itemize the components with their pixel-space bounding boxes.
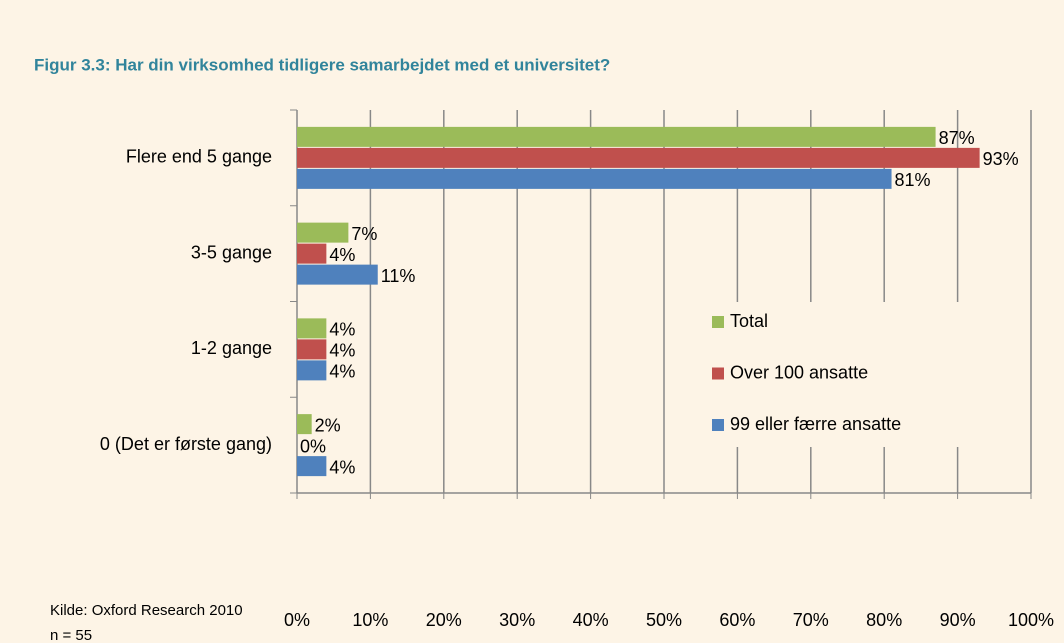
bar bbox=[297, 147, 980, 168]
value-label: 4% bbox=[329, 245, 355, 265]
bar bbox=[297, 339, 327, 360]
legend-label: Total bbox=[730, 311, 768, 331]
x-tick-label: 100% bbox=[1008, 610, 1054, 630]
bar bbox=[297, 360, 327, 381]
n-note: n = 55 bbox=[50, 627, 92, 643]
x-tick-label: 70% bbox=[793, 610, 829, 630]
y-tick-label: 3-5 gange bbox=[191, 242, 272, 262]
bar bbox=[297, 318, 327, 339]
x-tick-label: 30% bbox=[499, 610, 535, 630]
x-tick-label: 0% bbox=[284, 610, 310, 630]
y-tick-label: Flere end 5 gange bbox=[126, 147, 272, 167]
value-label: 87% bbox=[939, 128, 975, 148]
value-label: 4% bbox=[329, 362, 355, 382]
legend-swatch bbox=[712, 367, 724, 380]
bar bbox=[297, 243, 327, 264]
bar bbox=[297, 456, 327, 477]
value-label: 4% bbox=[329, 457, 355, 477]
bar bbox=[297, 168, 892, 189]
x-tick-label: 40% bbox=[573, 610, 609, 630]
x-tick-label: 50% bbox=[646, 610, 682, 630]
value-label: 93% bbox=[983, 149, 1019, 169]
y-tick-label: 1-2 gange bbox=[191, 338, 272, 358]
legend-swatch bbox=[712, 316, 724, 328]
legend-swatch bbox=[712, 419, 724, 431]
x-tick-label: 10% bbox=[352, 610, 388, 630]
y-tick-label: 0 (Det er første gang) bbox=[100, 434, 272, 454]
bar bbox=[297, 264, 378, 285]
chart-title: Figur 3.3: Har din virksomhed tidligere … bbox=[34, 55, 610, 74]
value-label: 4% bbox=[329, 341, 355, 361]
legend-label: Over 100 ansatte bbox=[730, 362, 868, 382]
value-label: 81% bbox=[895, 170, 931, 190]
x-tick-label: 20% bbox=[426, 610, 462, 630]
value-label: 0% bbox=[300, 436, 326, 456]
x-tick-label: 90% bbox=[940, 610, 976, 630]
value-label: 2% bbox=[315, 415, 341, 435]
value-label: 4% bbox=[329, 320, 355, 340]
bar bbox=[297, 414, 312, 435]
legend-box bbox=[700, 302, 1000, 447]
value-label: 7% bbox=[351, 224, 377, 244]
bar bbox=[297, 126, 936, 147]
bar bbox=[297, 222, 349, 243]
source-note: Kilde: Oxford Research 2010 bbox=[50, 602, 243, 619]
legend-label: 99 eller færre ansatte bbox=[730, 414, 901, 434]
x-tick-label: 60% bbox=[719, 610, 755, 630]
value-label: 11% bbox=[381, 266, 416, 286]
x-tick-label: 80% bbox=[866, 610, 902, 630]
